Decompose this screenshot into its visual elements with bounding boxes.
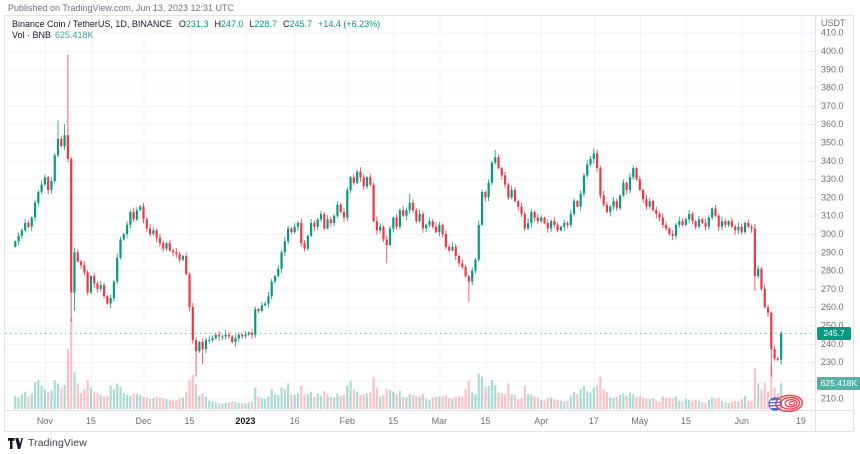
price-tick-label: 230.0	[821, 357, 844, 367]
change-value: +14.4 (+6.23%)	[318, 19, 381, 29]
time-tick-label: Mar	[432, 416, 448, 426]
time-tick-label: Dec	[135, 416, 152, 426]
chart-legend: Binance Coin / TetherUS, 1D, BINANCE O231…	[12, 19, 380, 41]
ohlc-high: H247.0	[214, 19, 244, 29]
last-volume-badge: 625.418K	[817, 376, 860, 390]
time-axis-labels: Nov 15 Dec 15 2023 16 Feb 15 Mar 15 Apr 17 May 15 Jun 1…	[37, 416, 806, 426]
price-tick-label: 370.0	[821, 101, 844, 111]
price-tick-label: 240.0	[821, 339, 844, 349]
volume-value: 625.418K	[55, 30, 94, 40]
volume-label: Vol · BNB	[12, 30, 52, 40]
chart-frame	[4, 15, 854, 432]
price-tick-label: 250.0	[821, 321, 844, 331]
footer: TradingView	[8, 437, 87, 449]
time-tick-label: Nov	[37, 416, 54, 426]
symbol-title: Binance Coin / TetherUS, 1D, BINANCE	[12, 19, 172, 29]
price-tick-label: 350.0	[821, 138, 844, 148]
price-tick-label: 340.0	[821, 156, 844, 166]
last-price-badge: 245.7	[817, 326, 851, 340]
price-tick-label: 390.0	[821, 64, 844, 74]
price-tick-label: 360.0	[821, 119, 844, 129]
price-tick-label: 260.0	[821, 302, 844, 312]
price-tick-label: 300.0	[821, 229, 844, 239]
price-tick-label: 400.0	[821, 46, 844, 56]
time-tick-label: 15	[480, 416, 490, 426]
time-tick-label: 19	[796, 416, 806, 426]
published-timestamp: Published on TradingView.com, Jun 13, 20…	[8, 3, 234, 13]
time-tick-label: 15	[681, 416, 691, 426]
price-tick-label: 210.0	[821, 394, 844, 404]
ohlc-close: C245.7	[283, 19, 313, 29]
time-tick-label: 16	[290, 416, 300, 426]
time-tick-label: 2023	[235, 416, 255, 426]
volume-series	[14, 318, 783, 409]
price-tick-label: 310.0	[821, 211, 844, 221]
axis-separators	[4, 15, 854, 432]
time-tick-label: Feb	[340, 416, 356, 426]
price-tick-label: 320.0	[821, 192, 844, 202]
time-tick-label: 15	[86, 416, 96, 426]
legend-symbol-row: Binance Coin / TetherUS, 1D, BINANCE O231…	[12, 19, 380, 30]
ohlc-open: O231.3	[178, 19, 209, 29]
time-tick-label: 15	[388, 416, 398, 426]
time-tick-label: 15	[185, 416, 195, 426]
price-tick-label: 330.0	[821, 174, 844, 184]
grid	[5, 16, 815, 410]
time-tick-label: 17	[589, 416, 599, 426]
time-tick-label: Apr	[534, 416, 548, 426]
ohlc-low: L228.7	[249, 19, 278, 29]
price-tick-label: 410.0	[821, 28, 844, 38]
tradingview-logo-icon	[8, 437, 23, 449]
time-tick-label: Jun	[734, 416, 749, 426]
time-tick-label: May	[631, 416, 649, 426]
price-tick-label: 280.0	[821, 266, 844, 276]
price-tick-label: 270.0	[821, 284, 844, 294]
price-tick-label: 380.0	[821, 83, 844, 93]
price-axis-currency: USDT	[821, 18, 846, 28]
candles-series	[14, 54, 783, 377]
price-tick-label: 290.0	[821, 247, 844, 257]
legend-volume-row: Vol · BNB 625.418K	[12, 30, 380, 41]
annotation-scribble-icon	[768, 394, 803, 413]
brand-name: TradingView	[28, 437, 87, 449]
